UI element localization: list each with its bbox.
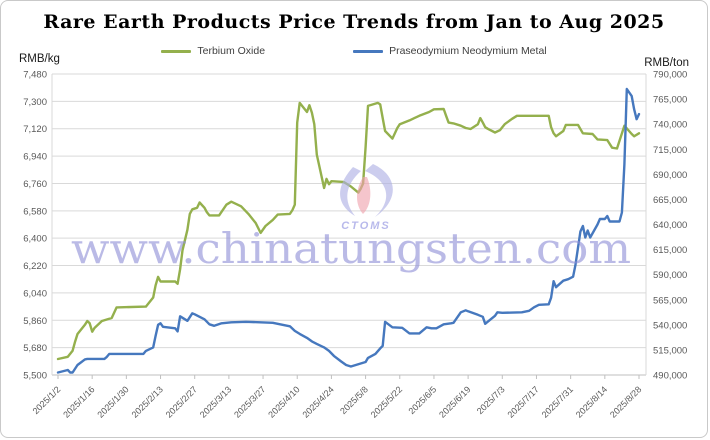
x-axis-tick-label: 2025/1/2: [31, 384, 63, 416]
left-axis-tick-label: 7,120: [23, 124, 47, 135]
legend-item-terbium-oxide: Terbium Oxide: [161, 45, 265, 57]
right-axis-tick-label: 615,000: [653, 245, 687, 256]
right-axis-tick-label: 790,000: [653, 70, 687, 81]
x-axis-tick-label: 2025/2/13: [130, 384, 165, 419]
right-axis-tick-label: 665,000: [653, 195, 687, 206]
x-axis-tick-label: 2025/1/16: [61, 384, 96, 419]
watermark-logo-right-swoosh: [365, 164, 393, 217]
left-axis-unit-label: RMB/kg: [19, 53, 60, 65]
x-axis-tick-label: 2025/3/13: [198, 384, 233, 419]
x-axis-tick-label: 2025/7/17: [505, 384, 540, 419]
left-axis-tick-label: 5,680: [23, 343, 47, 354]
x-axis-tick-label: 2025/4/24: [300, 384, 335, 419]
right-axis-tick-label: 715,000: [653, 145, 687, 156]
x-axis-tick-label: 2025/6/19: [437, 384, 472, 419]
watermark-logo-text: CTOMS: [341, 220, 391, 232]
legend-label-prnd-metal: Praseodymium Neodymium Metal: [389, 45, 547, 57]
right-axis-unit-label: RMB/ton: [644, 57, 689, 69]
left-axis-tick-label: 7,480: [23, 70, 47, 81]
terbium-oxide-line-swatch: [161, 49, 192, 53]
watermark-logo-left-swoosh: [340, 167, 361, 216]
left-axis-tick-label: 7,300: [23, 97, 47, 108]
x-axis-tick-label: 2025/5/8: [338, 384, 370, 416]
x-axis-tick-label: 2025/7/31: [540, 384, 575, 419]
right-axis-tick-label: 565,000: [653, 295, 687, 306]
left-axis-tick-label: 6,220: [23, 261, 47, 272]
right-axis-tick-label: 490,000: [653, 371, 687, 382]
left-axis-tick-label: 6,940: [23, 152, 47, 163]
right-axis-tick-label: 590,000: [653, 270, 687, 281]
series-line-praseodymium-neodymium-metal: [56, 87, 641, 374]
watermark-site-text: www.chinatungsten.com: [71, 224, 631, 273]
right-axis-tick-label: 740,000: [653, 120, 687, 131]
legend-item-prnd-metal: Praseodymium Neodymium Metal: [353, 45, 547, 57]
right-axis-tick-label: 640,000: [653, 220, 687, 231]
left-axis-tick-label: 6,040: [23, 288, 47, 299]
x-axis-tick-label: 2025/1/30: [95, 384, 130, 419]
chart-title: Rare Earth Products Price Trends from Ja…: [43, 11, 665, 33]
left-axis-tick-label: 5,500: [23, 371, 47, 382]
x-axis-tick-label: 2025/4/10: [266, 384, 301, 419]
x-axis-tick-label: 2025/2/27: [164, 384, 199, 419]
legend: Terbium Oxide Praseodymium Neodymium Met…: [1, 45, 707, 57]
left-axis-tick-label: 6,400: [23, 234, 47, 245]
x-axis-tick-label: 2025/3/27: [232, 384, 267, 419]
series-line-terbium-oxide: [56, 101, 641, 361]
left-axis-tick-label: 6,580: [23, 206, 47, 217]
x-axis-tick-label: 2025/7/3: [475, 384, 507, 416]
x-axis-tick-label: 2025/8/14: [574, 384, 609, 419]
x-axis-tick-label: 2025/6/5: [407, 384, 439, 416]
right-axis-tick-label: 690,000: [653, 170, 687, 181]
left-axis-tick-label: 6,760: [23, 179, 47, 190]
right-axis-tick-label: 765,000: [653, 95, 687, 106]
watermark-logo-flame: [357, 177, 371, 214]
left-axis-tick-label: 5,860: [23, 316, 47, 327]
prnd-metal-line-swatch: [353, 49, 384, 53]
right-axis-tick-label: 540,000: [653, 320, 687, 331]
x-axis-tick-label: 2025/8/28: [608, 384, 643, 419]
x-axis-tick-label: 2025/5/22: [369, 384, 404, 419]
legend-label-terbium-oxide: Terbium Oxide: [197, 45, 266, 57]
right-axis-tick-label: 515,000: [653, 345, 687, 356]
